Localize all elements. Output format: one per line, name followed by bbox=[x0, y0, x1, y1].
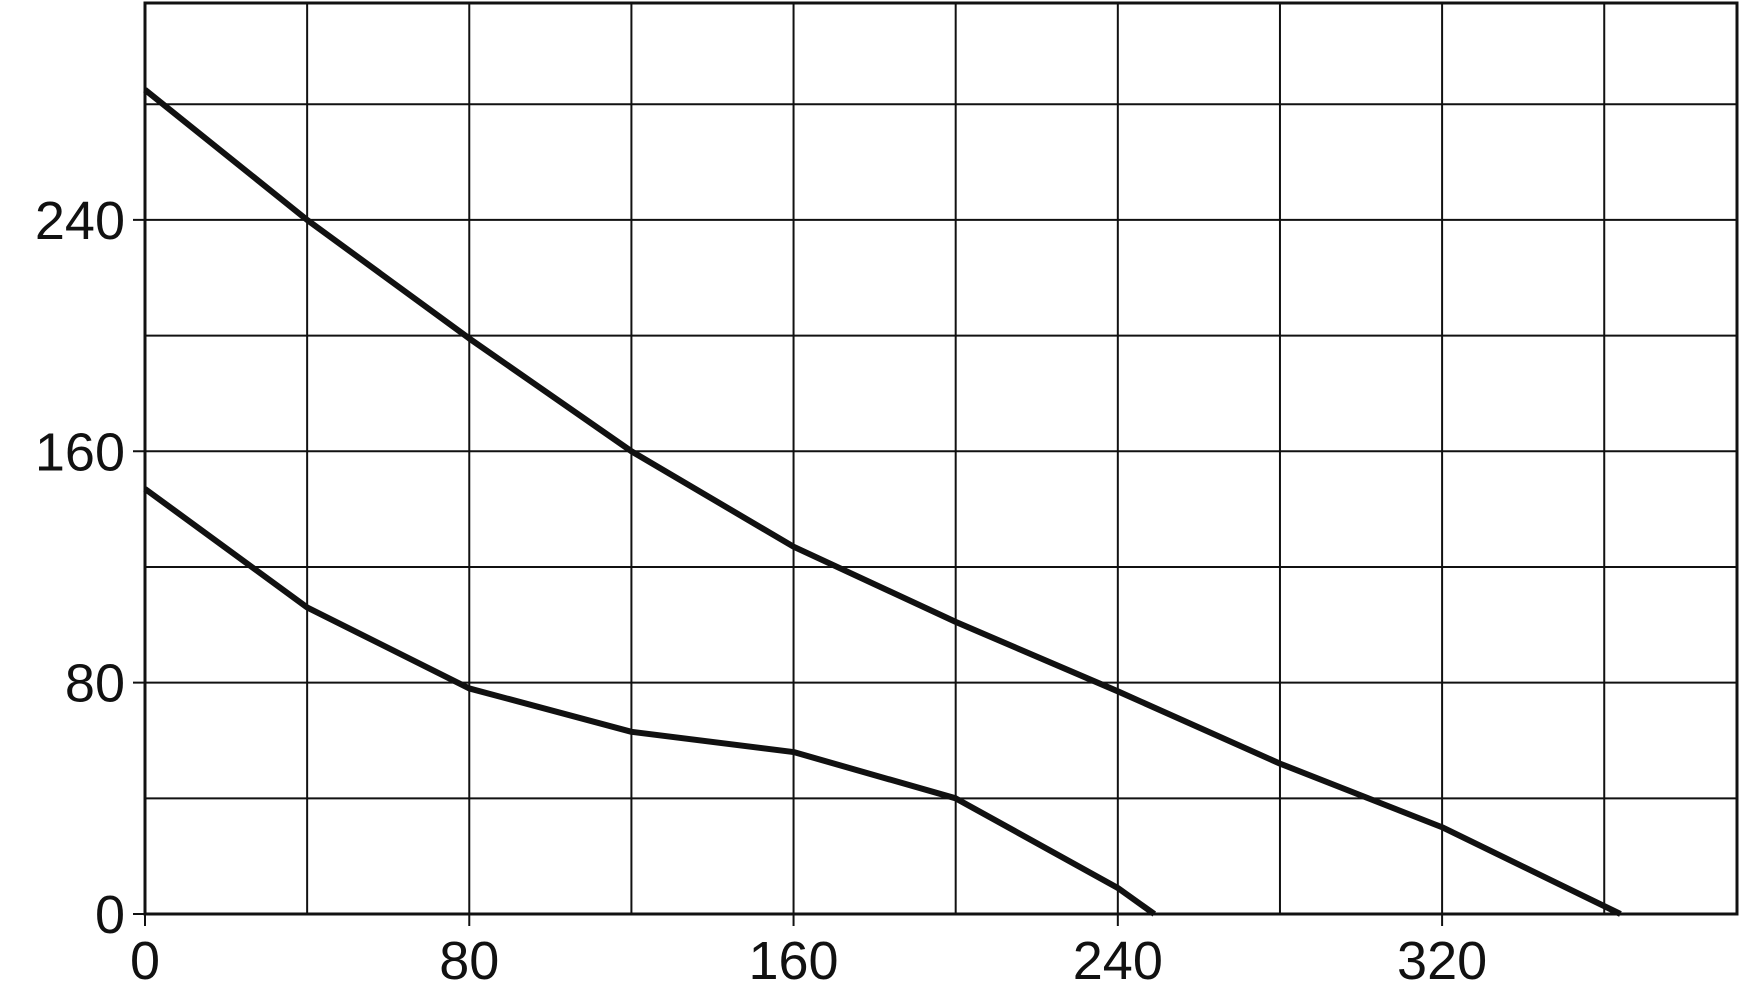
x-tick-label: 80 bbox=[439, 931, 499, 991]
y-tick-label: 80 bbox=[65, 654, 125, 714]
y-tick-label: 240 bbox=[35, 191, 125, 251]
x-tick-label: 240 bbox=[1073, 931, 1163, 991]
line-series bbox=[143, 87, 1622, 917]
x-tick-label: 320 bbox=[1397, 931, 1487, 991]
y-tick-label: 0 bbox=[95, 885, 125, 945]
plot-frame bbox=[143, 1, 1739, 916]
x-tick-label: 160 bbox=[748, 931, 838, 991]
y-tick-label: 160 bbox=[35, 422, 125, 482]
x-tick-label: 0 bbox=[130, 931, 160, 991]
line-series bbox=[143, 486, 1157, 917]
